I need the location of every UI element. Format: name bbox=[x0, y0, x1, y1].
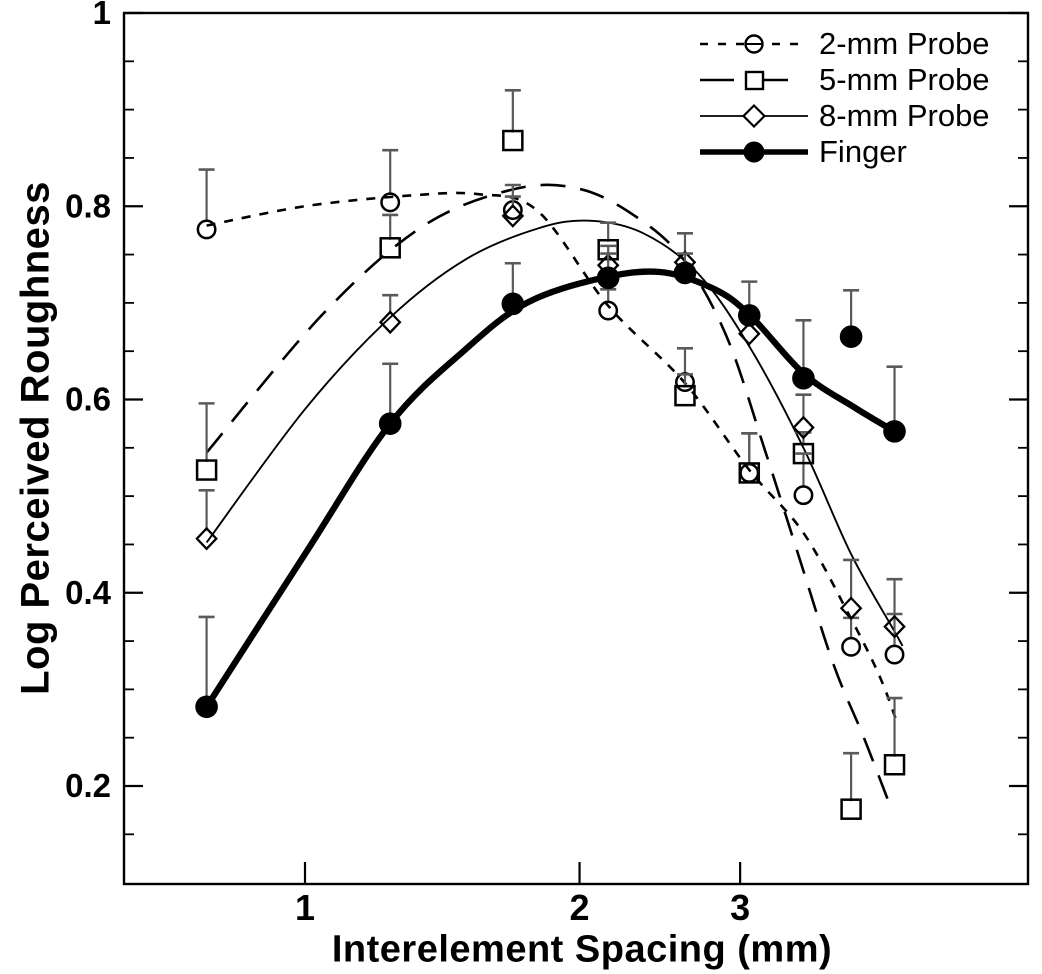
data-point-finger bbox=[792, 366, 815, 390]
data-point-8-mm-probe bbox=[195, 526, 218, 551]
data-point-8-mm-probe bbox=[792, 415, 815, 440]
data-point-8-mm-probe bbox=[737, 321, 761, 346]
fit-curve-5-mm-probe bbox=[205, 183, 894, 811]
data-point-finger bbox=[501, 292, 525, 316]
data-point-5-mm-probe bbox=[738, 462, 761, 484]
data-point-finger bbox=[737, 304, 761, 327]
data-point-2-mm-probe bbox=[196, 219, 217, 240]
x-tick-label: 2 bbox=[570, 887, 590, 928]
y-axis-title: Log Perceived Roughness bbox=[13, 181, 58, 695]
data-point-2-mm-probe bbox=[841, 636, 862, 657]
data-point-5-mm-probe bbox=[883, 753, 906, 776]
data-point-5-mm-probe bbox=[674, 384, 696, 407]
data-point-2-mm-probe bbox=[793, 485, 814, 506]
data-point-8-mm-probe bbox=[883, 614, 906, 639]
data-point-2-mm-probe bbox=[598, 300, 619, 321]
data-point-8-mm-probe bbox=[378, 310, 402, 335]
data-point-5-mm-probe bbox=[195, 459, 218, 481]
data-point-8-mm-probe bbox=[839, 596, 863, 621]
fit-curve-8-mm-probe bbox=[205, 219, 904, 647]
data-point-finger bbox=[839, 325, 863, 348]
legend-item-8mm-probe: 8-mm Probe bbox=[698, 98, 990, 134]
legend-label: 2-mm Probe bbox=[819, 26, 990, 61]
legend-marker-open-circle-icon bbox=[700, 34, 808, 54]
data-point-2-mm-probe bbox=[380, 192, 401, 213]
data-point-5-mm-probe bbox=[502, 129, 524, 152]
x-tick-label: 3 bbox=[730, 887, 750, 928]
y-tick-label: 0.2 bbox=[65, 767, 111, 804]
legend-item-5mm-probe: 5-mm Probe bbox=[698, 62, 990, 98]
legend-label: Finger bbox=[819, 134, 907, 169]
legend-marker-filled-circle-icon bbox=[700, 141, 808, 163]
data-point-2-mm-probe bbox=[739, 462, 760, 483]
legend-item-finger: Finger bbox=[698, 134, 990, 170]
data-point-finger bbox=[673, 261, 697, 285]
y-tick-label: 1 bbox=[93, 0, 111, 31]
data-point-2-mm-probe bbox=[884, 644, 905, 665]
fit-curve-finger bbox=[203, 268, 897, 709]
legend-item-2mm-probe: 2-mm Probe bbox=[698, 26, 990, 62]
data-point-8-mm-probe bbox=[501, 204, 525, 228]
y-tick-label: 0.4 bbox=[65, 574, 112, 611]
legend-label: 8-mm Probe bbox=[819, 98, 990, 133]
data-point-5-mm-probe bbox=[840, 798, 862, 820]
y-tick-label: 0.6 bbox=[65, 381, 111, 418]
x-tick-label: 1 bbox=[295, 887, 315, 928]
legend-marker-open-square-icon bbox=[700, 70, 808, 91]
y-tick-label: 0.8 bbox=[65, 187, 111, 224]
fit-curve-2-mm-probe bbox=[206, 191, 898, 721]
data-point-finger bbox=[883, 420, 906, 443]
data-point-5-mm-probe bbox=[792, 442, 815, 465]
data-point-finger bbox=[596, 266, 620, 290]
data-point-finger bbox=[378, 412, 402, 435]
data-point-finger bbox=[195, 695, 218, 719]
data-point-5-mm-probe bbox=[379, 237, 401, 259]
x-axis-title: Interelement Spacing (mm) bbox=[331, 928, 833, 971]
legend-label: 5-mm Probe bbox=[819, 62, 990, 97]
legend: 2-mm Probe 5-mm Probe 8-mm Probe Finger bbox=[698, 26, 990, 170]
legend-marker-open-diamond-icon bbox=[700, 103, 808, 129]
